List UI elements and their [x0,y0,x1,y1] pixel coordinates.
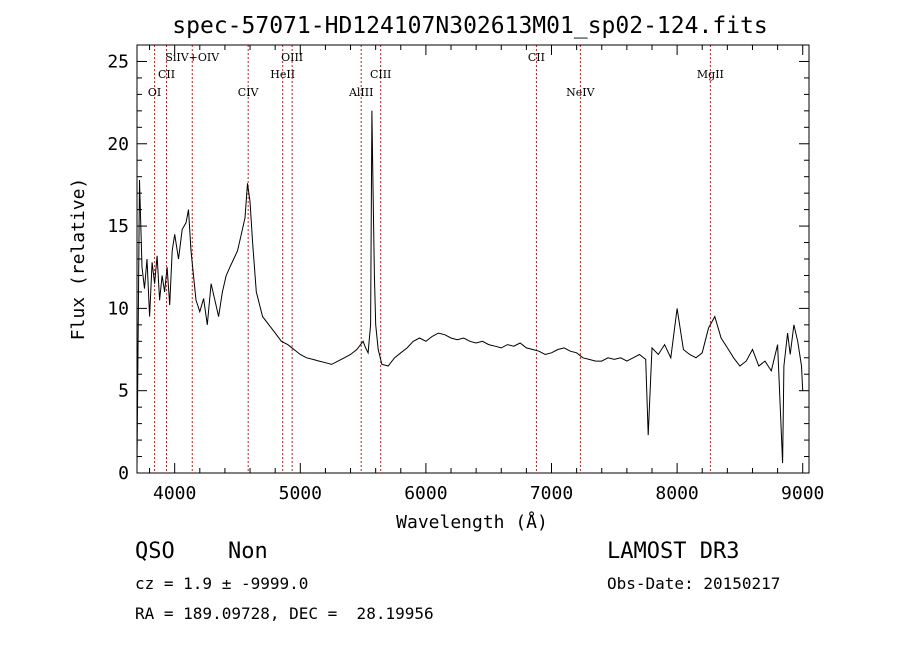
spectrum-line [136,110,804,465]
obs-date-text: Obs-Date: 20150217 [607,574,781,593]
line-marker-label-0: OI [148,86,161,99]
line-marker-label-1: CII [158,68,175,81]
line-marker-label-8: CII [528,51,545,64]
x-tick-label: 7000 [530,483,573,504]
x-axis-ticks: 4000 5000 6000 7000 8000 9000 [149,45,824,504]
y-tick-label: 10 [107,298,129,319]
x-tick-label: 4000 [153,483,196,504]
y-tick-label: 5 [118,381,129,402]
line-marker-label-4: HeII [270,68,295,81]
chart-title: spec-57071-HD124107N302613M01_sp02-124.f… [172,13,767,39]
y-axis-ticks: 0 5 10 15 20 25 [107,44,809,484]
x-tick-label: 6000 [404,483,447,504]
line-marker-label-6: AlIII [348,86,374,99]
x-tick-label: 9000 [781,483,824,504]
x-tick-label: 8000 [655,483,698,504]
y-tick-label: 15 [107,216,129,237]
plot-frame [136,44,810,474]
line-marker-label-9: NeIV [566,86,595,99]
line-markers: OI CII SiIV+OIV CIV HeII OIII AlIII CIII CII NeIV… [148,45,724,473]
redshift-text: cz = 1.9 ± -9999.0 [135,574,309,593]
line-marker-label-7: CIII [370,68,391,81]
y-tick-label: 25 [107,51,129,72]
x-tick-label: 5000 [279,483,322,504]
x-axis-label: Wavelength (Å) [396,511,548,533]
y-axis-label: Flux (relative) [68,178,89,341]
line-marker-label-10: MgII [697,68,724,81]
y-tick-label: 0 [118,463,129,484]
y-tick-label: 20 [107,134,129,155]
survey-label: LAMOST DR3 [607,539,740,564]
coordinates-text: RA = 189.09728, DEC = 28.19956 [135,604,434,623]
object-subclass: Non [228,539,268,564]
line-marker-label-5: OIII [281,51,303,64]
object-class: QSO [135,539,175,564]
line-marker-label-3: CIV [238,86,260,99]
line-marker-label-2: SiIV+OIV [165,51,220,64]
